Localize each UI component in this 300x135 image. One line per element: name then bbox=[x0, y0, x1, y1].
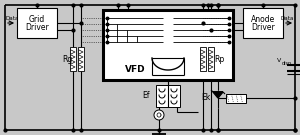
Text: Data: Data bbox=[5, 16, 19, 21]
Text: V: V bbox=[277, 58, 281, 63]
Polygon shape bbox=[213, 92, 223, 98]
Bar bbox=[156, 85, 180, 107]
Text: disp: disp bbox=[282, 60, 292, 65]
Text: Rg: Rg bbox=[62, 55, 72, 63]
Bar bbox=[103, 10, 233, 80]
Bar bbox=[243, 8, 283, 38]
Text: Anode: Anode bbox=[251, 15, 275, 24]
Text: VFD: VFD bbox=[125, 65, 146, 75]
Text: Ek: Ek bbox=[201, 94, 211, 102]
Text: Driver: Driver bbox=[251, 23, 275, 32]
Bar bbox=[200, 47, 206, 71]
Text: Ef: Ef bbox=[142, 92, 150, 100]
Text: Grid: Grid bbox=[29, 15, 45, 24]
Text: Data: Data bbox=[280, 16, 294, 21]
Bar bbox=[208, 47, 214, 71]
Bar bbox=[78, 47, 84, 71]
Bar bbox=[70, 47, 76, 71]
Circle shape bbox=[154, 110, 164, 120]
Text: Driver: Driver bbox=[25, 23, 49, 32]
Bar bbox=[17, 8, 57, 38]
Bar bbox=[226, 94, 246, 103]
Text: Rp: Rp bbox=[214, 55, 224, 63]
